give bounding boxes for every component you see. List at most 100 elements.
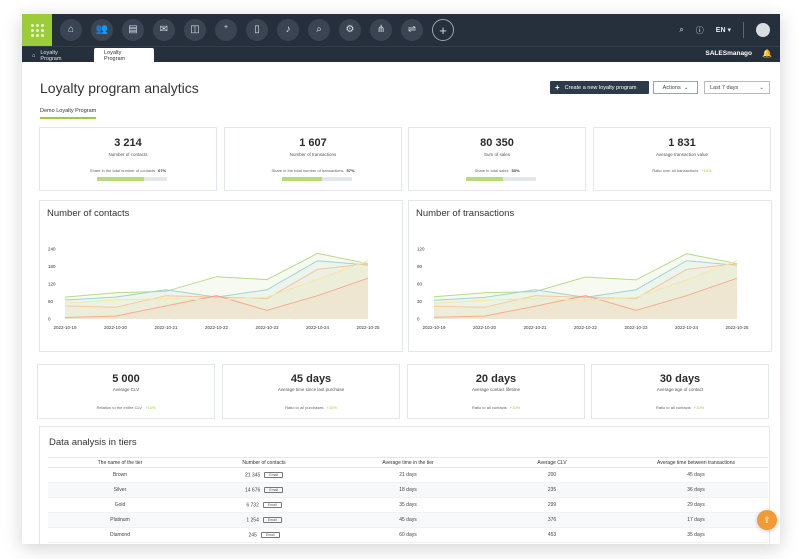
home-icon[interactable]: ⌂ xyxy=(60,19,82,41)
table-row: Gold 6 732 Email 35 days 299 29 days xyxy=(48,497,768,513)
document-icon[interactable]: ▤ xyxy=(122,19,144,41)
y-tick-label: 60 xyxy=(48,299,54,304)
x-tick-label: 2022-10-20 xyxy=(473,325,497,330)
stat-value: 80 350 xyxy=(480,137,514,149)
email-pill-button[interactable]: Email xyxy=(262,516,282,523)
tier-contacts: 21 345 Email xyxy=(192,467,336,483)
notification-icon[interactable]: ♪ xyxy=(277,19,299,41)
top-navigation-bar: ⌂ 👥 ▤ ✉ ◫ ⁺ ▯ ♪ ⌕ ⚙ ⋔ ⇌ + ⌕ ⓘ EN ▾ xyxy=(22,14,780,46)
stat-share: Share in the total number of contacts 67% xyxy=(89,168,167,173)
series-area-3 xyxy=(434,278,737,319)
tier-time: 18 days xyxy=(336,482,480,498)
stat-card-transactions: 1 607 Number of transactions Share in th… xyxy=(224,127,402,191)
tier-time: 35 days xyxy=(336,497,480,513)
tier-time: 45 days xyxy=(336,512,480,528)
tier-contacts: 1 254 Email xyxy=(192,512,336,528)
tier-between: 29 days xyxy=(624,497,768,513)
date-range-select[interactable]: Last 7 days ⌄ xyxy=(704,81,770,94)
stat-value: 30 days xyxy=(659,373,701,385)
series-area-2 xyxy=(65,263,368,319)
stat-ratio: Relation to the entire CLV +10% xyxy=(96,405,156,410)
bell-icon[interactable]: 🔔 xyxy=(762,49,772,58)
stat-card-contacts: 3 214 Number of contacts Share in the to… xyxy=(39,127,217,191)
tab-loyalty-program-active[interactable]: Loyalty Program xyxy=(94,48,154,63)
stat-ratio: Ratio to all purchases +10% xyxy=(285,405,337,410)
program-tab[interactable]: Demo Loyalty Program xyxy=(40,108,97,119)
gift-icon: ⌂ xyxy=(32,52,36,59)
chevron-down-icon: ⌄ xyxy=(683,84,689,91)
mobile-icon[interactable]: ▯ xyxy=(246,19,268,41)
x-tick-label: 2022-10-25 xyxy=(356,325,380,330)
avatar[interactable] xyxy=(756,23,770,37)
y-tick-label: 120 xyxy=(48,282,56,287)
tier-name: Silver xyxy=(48,482,192,498)
email-pill-button[interactable]: Email xyxy=(264,486,284,493)
tier-name: Diamond xyxy=(48,527,192,543)
divider xyxy=(743,22,744,38)
stat-label: Average CLV xyxy=(112,387,140,392)
chart-title: Number of transactions xyxy=(416,208,515,219)
tier-between: 36 days xyxy=(624,482,768,498)
email-pill-button[interactable]: Email xyxy=(264,471,284,478)
series-area-4 xyxy=(65,260,368,319)
table-row: Brown 21 345 Email 21 days 200 45 days xyxy=(48,467,768,483)
tiers-table: The name of the tier Number of contacts … xyxy=(48,457,768,543)
x-tick-label: 2022-10-24 xyxy=(675,325,699,330)
column-header: Average time between transactions xyxy=(624,457,768,468)
tier-contacts: 14 676 Email xyxy=(192,482,336,498)
series-line-3 xyxy=(433,277,738,318)
contacts-icon[interactable]: 👥 xyxy=(91,19,113,41)
tier-between: 45 days xyxy=(624,467,768,483)
chart-card-transactions: Number of transactions 0 30 60 90 120 2022-10… xyxy=(408,200,772,352)
actions-dropdown[interactable]: Actions ⌄ xyxy=(653,81,698,94)
series-line-2 xyxy=(64,263,369,308)
x-tick-label: 2022-10-22 xyxy=(574,325,598,330)
chart-title: Number of contacts xyxy=(47,208,130,219)
add-icon[interactable]: + xyxy=(432,19,454,41)
x-tick-label: 2022-10-19 xyxy=(422,325,446,330)
language-selector[interactable]: EN ▾ xyxy=(715,27,731,34)
tab-loyalty-program-home[interactable]: ⌂ Loyalty Program xyxy=(32,49,62,62)
info-icon[interactable]: ⓘ xyxy=(695,25,704,35)
mail-icon[interactable]: ✉ xyxy=(153,19,175,41)
x-tick-label: 2022-10-20 xyxy=(104,325,128,330)
workflow-icon[interactable]: ⇌ xyxy=(401,19,423,41)
y-tick-label: 120 xyxy=(417,247,425,252)
stat-value: 1 831 xyxy=(668,137,696,149)
x-tick-label: 2022-10-23 xyxy=(255,325,279,330)
export-fab-button[interactable]: ⇪ xyxy=(757,510,777,530)
email-pill-button[interactable]: Email xyxy=(260,531,280,538)
y-tick-label: 90 xyxy=(417,264,423,269)
app-launcher-icon[interactable] xyxy=(22,14,52,46)
tier-clv: 376 xyxy=(480,512,624,528)
stat-label: Number of contacts xyxy=(108,152,148,157)
x-tick-label: 2022-10-21 xyxy=(154,325,178,330)
tier-clv: 235 xyxy=(480,482,624,498)
network-icon[interactable]: ⋔ xyxy=(370,19,392,41)
email-pill-button[interactable]: Email xyxy=(262,501,282,508)
search-icon[interactable]: ⌕ xyxy=(679,25,684,34)
stat-value: 5 000 xyxy=(112,373,140,385)
stat-share: Ratio over all transactions +10% xyxy=(652,168,712,173)
series-area-4 xyxy=(434,260,737,319)
add-contact-icon[interactable]: ⁺ xyxy=(215,19,237,41)
table-row: Silver 14 676 Email 18 days 235 36 days xyxy=(48,482,768,498)
stat-share: Share in the total number of transaction… xyxy=(271,168,355,173)
y-tick-label: 0 xyxy=(417,317,420,322)
stat-ratio: Ratio to all contacts +10% xyxy=(471,405,521,410)
x-tick-label: 2022-10-23 xyxy=(624,325,648,330)
stat-card-avg-transaction: 1 831 Average transaction value Ratio ov… xyxy=(593,127,771,191)
column-header: The name of the tier xyxy=(48,457,192,468)
x-tick-label: 2022-10-25 xyxy=(725,325,749,330)
stat-ratio: Ratio to all contacts +10% xyxy=(655,405,705,410)
search-analytics-icon[interactable]: ⌕ xyxy=(308,19,330,41)
x-tick-label: 2022-10-22 xyxy=(205,325,229,330)
campaign-icon[interactable]: ◫ xyxy=(184,19,206,41)
app-window: ⌂ 👥 ▤ ✉ ◫ ⁺ ▯ ♪ ⌕ ⚙ ⋔ ⇌ + ⌕ ⓘ EN ▾ ⌂ Loy… xyxy=(22,14,780,544)
stat-label: Average age of contact xyxy=(656,387,704,392)
stat-label: Number of transactions xyxy=(289,152,337,157)
settings-icon[interactable]: ⚙ xyxy=(339,19,361,41)
brand-logo: SALESmanago xyxy=(705,50,752,57)
column-header: Number of contacts xyxy=(192,457,336,468)
create-loyalty-program-button[interactable]: + Create a new loyalty program xyxy=(550,81,649,94)
